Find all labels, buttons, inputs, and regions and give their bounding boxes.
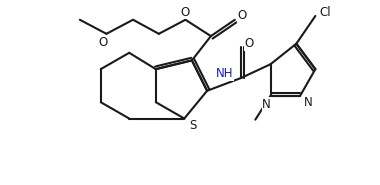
Text: S: S (189, 119, 196, 132)
Text: N: N (262, 97, 271, 111)
Text: O: O (244, 37, 253, 50)
Text: Cl: Cl (319, 6, 331, 19)
Text: O: O (238, 9, 247, 22)
Text: N: N (304, 96, 313, 109)
Text: O: O (181, 6, 190, 19)
Text: O: O (98, 36, 107, 49)
Text: NH: NH (215, 67, 233, 80)
